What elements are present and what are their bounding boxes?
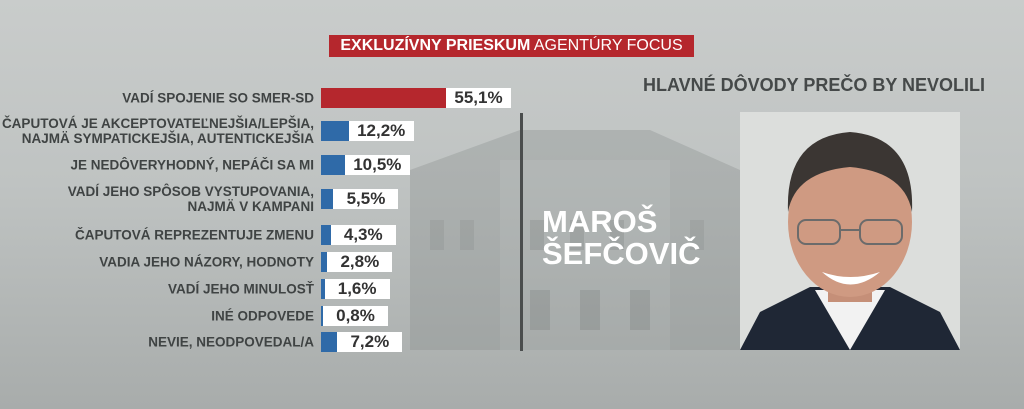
category-label: VADÍ JEHO MINULOSŤ [168, 282, 314, 297]
bar [321, 306, 323, 326]
category-label-line: ČAPUTOVÁ JE AKCEPTOVATEĽNEJŠIA/LEPŠIA, [1, 116, 314, 131]
value-label: 0,8% [323, 306, 388, 326]
bar [321, 88, 446, 108]
survey-banner: EXKLUZÍVNY PRIESKUM AGENTÚRY FOCUS [329, 35, 694, 57]
category-label: INÉ ODPOVEDE [211, 309, 314, 324]
value-label: 7,2% [337, 332, 403, 352]
banner-regular: AGENTÚRY FOCUS [533, 37, 683, 54]
bar [321, 252, 328, 272]
banner-bold: EXKLUZÍVNY PRIESKUM [340, 37, 531, 54]
value-label: 55,1% [446, 88, 511, 108]
category-label: ČAPUTOVÁ REPREZENTUJE ZMENU [75, 228, 314, 243]
category-label: JE NEDÔVERYHODNÝ, NEPÁČI SA MI [70, 158, 314, 173]
category-label-line: ČAPUTOVÁ REPREZENTUJE ZMENU [74, 227, 314, 243]
value-label: 5,5% [333, 189, 399, 209]
name-first: MAROŠ [542, 204, 658, 239]
category-label: VADIA JEHO NÁZORY, HODNOTY [99, 255, 314, 270]
category-label-line: NAJMÄ V KAMPANI [187, 199, 314, 214]
category-label-line: VADÍ JEHO SPÔSOB VYSTUPOVANIA, [67, 184, 314, 199]
name-last: ŠEFČOVIČ [542, 236, 701, 271]
divider-line [520, 113, 523, 351]
person-name: MAROŠ ŠEFČOVIČ [542, 206, 700, 270]
value-label: 12,2% [348, 121, 414, 141]
bar [321, 279, 325, 299]
category-label-line: NAJMÄ SYMPATICKEJŠIA, AUTENTICKEJŠIA [21, 131, 314, 146]
category-label-line: VADÍ JEHO MINULOSŤ [167, 281, 314, 297]
bar [321, 225, 331, 245]
category-label-line: VADÍ SPOJENIE SO SMER-SD [122, 90, 314, 106]
bar [321, 332, 338, 352]
category-label-line: NEVIE, NEODPOVEDAL/A [148, 334, 314, 350]
person-portrait [740, 112, 960, 350]
bar [321, 189, 334, 209]
category-label-line: JE NEDÔVERYHODNÝ, NEPÁČI SA MI [70, 157, 314, 173]
value-label: 1,6% [324, 279, 390, 299]
category-label: VADÍ SPOJENIE SO SMER-SD [122, 91, 314, 106]
category-label: VADÍ JEHO SPÔSOB VYSTUPOVANIA, NAJMÄ V KA… [68, 184, 314, 214]
value-label: 2,8% [327, 252, 393, 272]
category-label-line: INÉ ODPOVEDE [211, 308, 314, 324]
category-label: NEVIE, NEODPOVEDAL/A [148, 335, 314, 350]
bar [321, 155, 345, 175]
chart-title: HLAVNÉ DÔVODY PREČO BY NEVOLILI [643, 75, 986, 95]
category-label-line: VADIA JEHO NÁZORY, HODNOTY [99, 254, 314, 270]
category-label: ČAPUTOVÁ JE AKCEPTOVATEĽNEJŠIA/LEPŠIA, NA… [2, 116, 314, 146]
bar [321, 121, 349, 141]
background-building-image [410, 130, 740, 350]
value-label: 10,5% [344, 155, 410, 175]
value-label: 4,3% [330, 225, 396, 245]
